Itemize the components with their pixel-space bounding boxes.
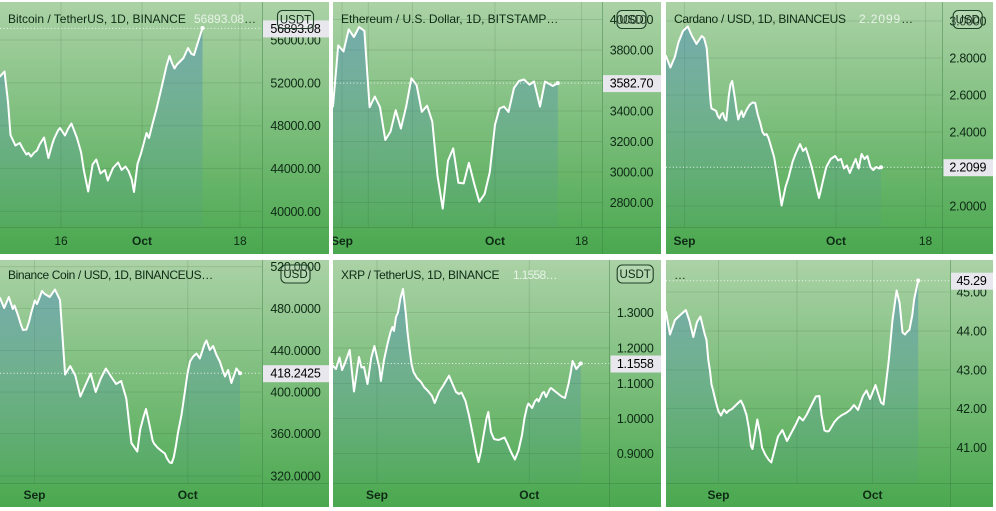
svg-text:42.00: 42.00: [956, 402, 986, 416]
svg-text:Ethereum / U.S. Dollar, 1D, BI: Ethereum / U.S. Dollar, 1D, BITSTAMP…: [341, 12, 558, 26]
svg-text:18: 18: [233, 234, 247, 248]
svg-text:Oct: Oct: [862, 488, 882, 502]
svg-text:1.1558: 1.1558: [617, 357, 654, 371]
svg-text:3582.70: 3582.70: [610, 77, 654, 91]
svg-text:2.8000: 2.8000: [949, 52, 986, 66]
svg-text:1.1000: 1.1000: [617, 377, 654, 391]
svg-text:Binance Coin / USD, 1D, BINANC: Binance Coin / USD, 1D, BINANCEUS…: [8, 268, 213, 282]
svg-text:41.00: 41.00: [956, 441, 986, 455]
svg-text:2800.00: 2800.00: [610, 196, 654, 210]
svg-text:360.0000: 360.0000: [270, 427, 320, 441]
svg-text:56893.08…: 56893.08…: [194, 12, 256, 26]
svg-text:2.2099: 2.2099: [949, 161, 986, 175]
svg-text:440.0000: 440.0000: [270, 344, 320, 358]
svg-text:1.1558…: 1.1558…: [513, 268, 558, 282]
svg-text:320.0000: 320.0000: [270, 470, 320, 484]
svg-text:2.2099…: 2.2099…: [859, 12, 913, 26]
svg-text:52000.00: 52000.00: [270, 76, 320, 90]
svg-text:USD: USD: [956, 15, 980, 27]
svg-text:…: …: [674, 268, 686, 282]
svg-text:3000.00: 3000.00: [610, 166, 654, 180]
svg-text:1.0000: 1.0000: [617, 412, 654, 426]
svg-text:3400.00: 3400.00: [610, 105, 654, 119]
svg-text:45.29: 45.29: [956, 274, 986, 288]
svg-text:3800.00: 3800.00: [610, 44, 654, 58]
svg-text:3200.00: 3200.00: [610, 135, 654, 149]
svg-text:16: 16: [54, 234, 68, 248]
svg-text:USD: USD: [619, 15, 643, 27]
svg-text:2.4000: 2.4000: [949, 126, 986, 140]
svg-text:520.0000: 520.0000: [270, 260, 320, 274]
svg-text:2.0000: 2.0000: [949, 200, 986, 214]
svg-text:2.6000: 2.6000: [949, 89, 986, 103]
svg-text:400.0000: 400.0000: [270, 386, 320, 400]
svg-text:43.00: 43.00: [956, 364, 986, 378]
svg-text:Oct: Oct: [485, 234, 505, 248]
svg-text:3.0000: 3.0000: [949, 15, 986, 29]
svg-text:USDT: USDT: [620, 269, 651, 281]
svg-text:418.2425: 418.2425: [270, 367, 320, 381]
svg-text:Sep: Sep: [333, 234, 353, 248]
svg-text:Oct: Oct: [178, 488, 198, 502]
svg-text:USD: USD: [283, 269, 307, 281]
svg-text:44000.00: 44000.00: [270, 162, 320, 176]
svg-text:Oct: Oct: [132, 234, 152, 248]
svg-text:18: 18: [575, 234, 589, 248]
svg-text:Oct: Oct: [519, 488, 539, 502]
svg-text:XRP / TetherUS, 1D, BINANCE: XRP / TetherUS, 1D, BINANCE: [341, 268, 499, 282]
svg-text:Oct: Oct: [826, 234, 846, 248]
svg-text:18: 18: [919, 234, 933, 248]
svg-text:Sep: Sep: [23, 488, 45, 502]
svg-text:Bitcoin / TetherUS, 1D, BINANC: Bitcoin / TetherUS, 1D, BINANCE: [8, 12, 186, 26]
svg-text:44.00: 44.00: [956, 325, 986, 339]
svg-text:Cardano / USD, 1D, BINANCEUS: Cardano / USD, 1D, BINANCEUS: [674, 12, 846, 26]
svg-text:40000.00: 40000.00: [270, 205, 320, 219]
svg-text:Sep: Sep: [673, 234, 695, 248]
svg-text:1.3000: 1.3000: [617, 306, 654, 320]
svg-text:480.0000: 480.0000: [270, 302, 320, 316]
svg-text:Sep: Sep: [707, 488, 729, 502]
svg-text:Sep: Sep: [366, 488, 388, 502]
svg-text:0.9000: 0.9000: [617, 447, 654, 461]
svg-text:1.2000: 1.2000: [617, 342, 654, 356]
svg-text:USDT: USDT: [280, 15, 311, 27]
svg-text:48000.00: 48000.00: [270, 119, 320, 133]
svg-text:4000.00: 4000.00: [610, 13, 654, 27]
